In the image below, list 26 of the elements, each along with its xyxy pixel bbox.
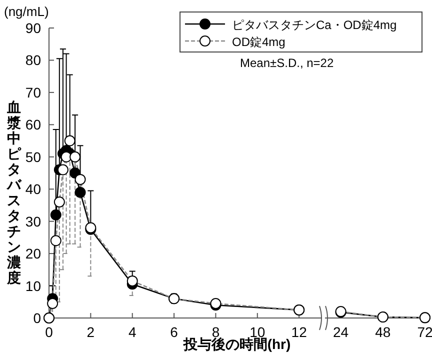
- annotation: Mean±S.D., n=22: [240, 56, 334, 70]
- y-tick-label: 40: [25, 181, 42, 198]
- x-tick-label: 24: [333, 324, 349, 340]
- chart-subtitle: (ng/mL): [4, 4, 49, 19]
- point: [74, 186, 86, 198]
- x-tick-label: 2: [86, 324, 95, 340]
- x-tick-label: 4: [128, 324, 136, 340]
- point: [50, 209, 62, 220]
- y-tick-label: 80: [25, 52, 42, 68]
- y-tick-label: 90: [25, 20, 42, 36]
- y-tick-label: 70: [25, 84, 42, 100]
- x-tick-label: 72: [417, 324, 432, 340]
- x-tick-label: 0: [45, 324, 54, 340]
- legend-label: ピタバスタチンCa・OD錠4mg: [232, 18, 397, 32]
- legend-label: OD錠4mg: [232, 35, 286, 49]
- x-tick-label: 48: [375, 324, 391, 340]
- y-tick-label: 60: [25, 116, 42, 133]
- x-axis-title: 投与後の時間(hr): [182, 336, 291, 352]
- y-tick-label: 30: [25, 213, 42, 230]
- y-tick-label: 10: [25, 278, 42, 294]
- y-tick-label: 0: [33, 310, 42, 326]
- x-tick-label: 12: [291, 324, 308, 340]
- text: 血漿中ピタバスタチン濃度: [7, 99, 21, 286]
- x-tick-label: 6: [170, 324, 178, 340]
- y-tick-label: 50: [25, 148, 42, 165]
- y-tick-label: 20: [25, 246, 42, 262]
